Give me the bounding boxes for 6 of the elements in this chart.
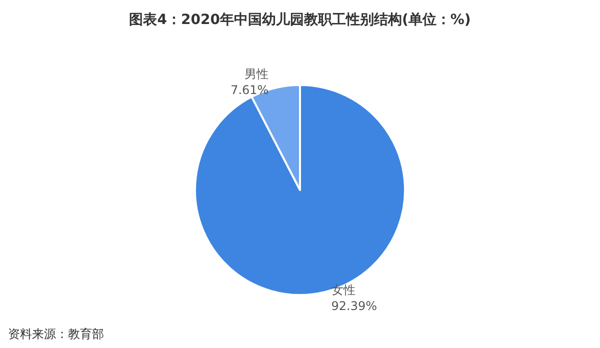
slice-label: 女性: [331, 282, 356, 297]
text: 资料来源：教育部: [8, 327, 104, 341]
chart-title: 图表4：2020年中国幼儿园教职工性别结构(单位：%): [129, 12, 471, 28]
data-label: 92.39%: [331, 298, 378, 313]
data-label: 7.61%: [230, 83, 269, 98]
slice-label: 男性: [244, 67, 269, 82]
